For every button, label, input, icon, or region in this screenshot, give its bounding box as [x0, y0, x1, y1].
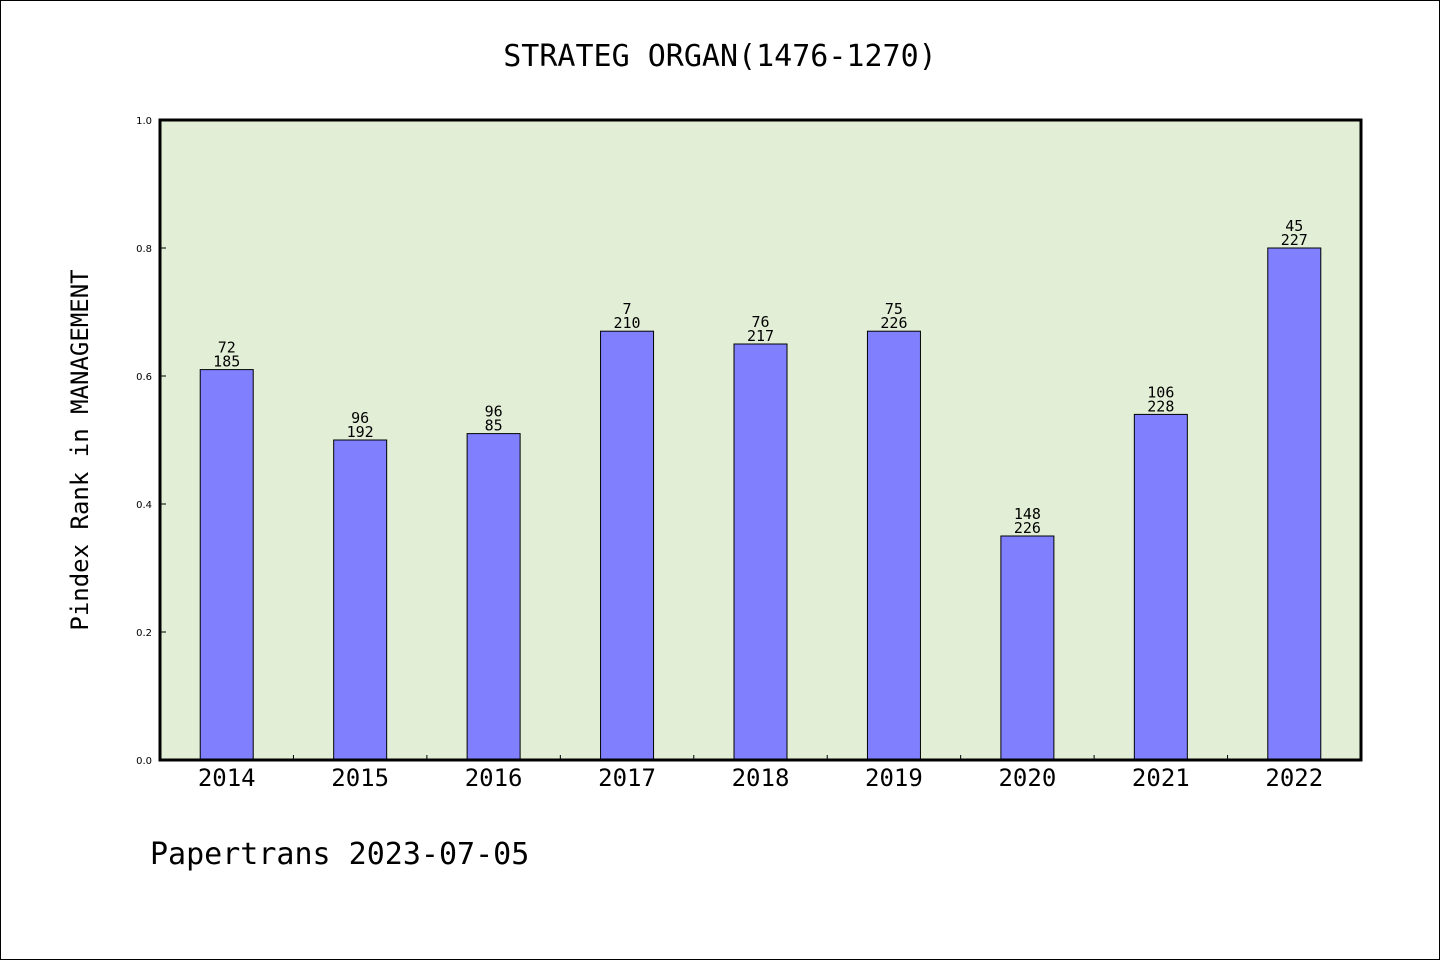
- x-tick-label-2015: 2015: [331, 764, 389, 792]
- bar-2015: [333, 439, 388, 761]
- y-tick-label-0.2: 0.2: [136, 628, 152, 639]
- bars-layer: [199, 247, 1322, 761]
- data-label-top-2015: 96: [351, 409, 369, 427]
- data-label-top-2018: 76: [751, 313, 769, 331]
- y-tick-label-1.0: 1.0: [136, 116, 152, 127]
- x-tick-label-2017: 2017: [598, 764, 656, 792]
- data-label-top-2016: 96: [485, 403, 503, 421]
- y-tick-label-0.6: 0.6: [136, 372, 152, 383]
- data-label-top-2022: 45: [1285, 217, 1303, 235]
- y-axis-label: Pindex Rank in MANAGEMENT: [66, 269, 94, 630]
- x-tick-label-2014: 2014: [198, 764, 256, 792]
- bar-2018: [733, 343, 788, 761]
- data-label-bottom-2020: 226: [1014, 519, 1041, 537]
- chart-title: STRATEG ORGAN(1476-1270): [503, 39, 936, 74]
- x-tick-label-2019: 2019: [865, 764, 923, 792]
- data-label-bottom-2015: 192: [347, 423, 374, 441]
- data-label-top-2017: 7: [623, 300, 632, 318]
- data-label-bottom-2021: 228: [1147, 397, 1174, 415]
- y-tick-label-0.4: 0.4: [136, 500, 152, 511]
- bar-2019: [866, 330, 921, 761]
- bar-2017: [600, 330, 655, 761]
- data-label-bottom-2016: 85: [485, 417, 503, 435]
- data-label-bottom-2017: 210: [614, 314, 641, 332]
- x-tick-label-2016: 2016: [465, 764, 523, 792]
- bar-2020: [1000, 535, 1055, 761]
- data-label-bottom-2018: 217: [747, 327, 774, 345]
- footer-text: Papertrans 2023-07-05: [150, 837, 529, 872]
- bar-2016: [466, 433, 521, 761]
- y-tick-label-0.0: 0.0: [136, 756, 152, 767]
- data-label-top-2019: 75: [885, 300, 903, 318]
- labels-layer: 7218520149619220159685201672102017762172…: [136, 116, 1323, 792]
- y-tick-label-0.8: 0.8: [136, 244, 152, 255]
- data-label-top-2020: 148: [1014, 505, 1041, 523]
- bar-2014: [199, 369, 254, 761]
- x-tick-label-2020: 2020: [998, 764, 1056, 792]
- x-tick-label-2018: 2018: [732, 764, 790, 792]
- bar-2022: [1267, 247, 1322, 761]
- data-label-top-2014: 72: [218, 339, 236, 357]
- x-tick-label-2021: 2021: [1132, 764, 1190, 792]
- x-tick-label-2022: 2022: [1265, 764, 1323, 792]
- plot-border: [158, 118, 1363, 762]
- data-label-bottom-2019: 226: [880, 314, 907, 332]
- bar-2021: [1133, 413, 1188, 761]
- data-label-bottom-2022: 227: [1281, 231, 1308, 249]
- data-label-bottom-2014: 185: [213, 353, 240, 371]
- data-label-top-2021: 106: [1147, 383, 1174, 401]
